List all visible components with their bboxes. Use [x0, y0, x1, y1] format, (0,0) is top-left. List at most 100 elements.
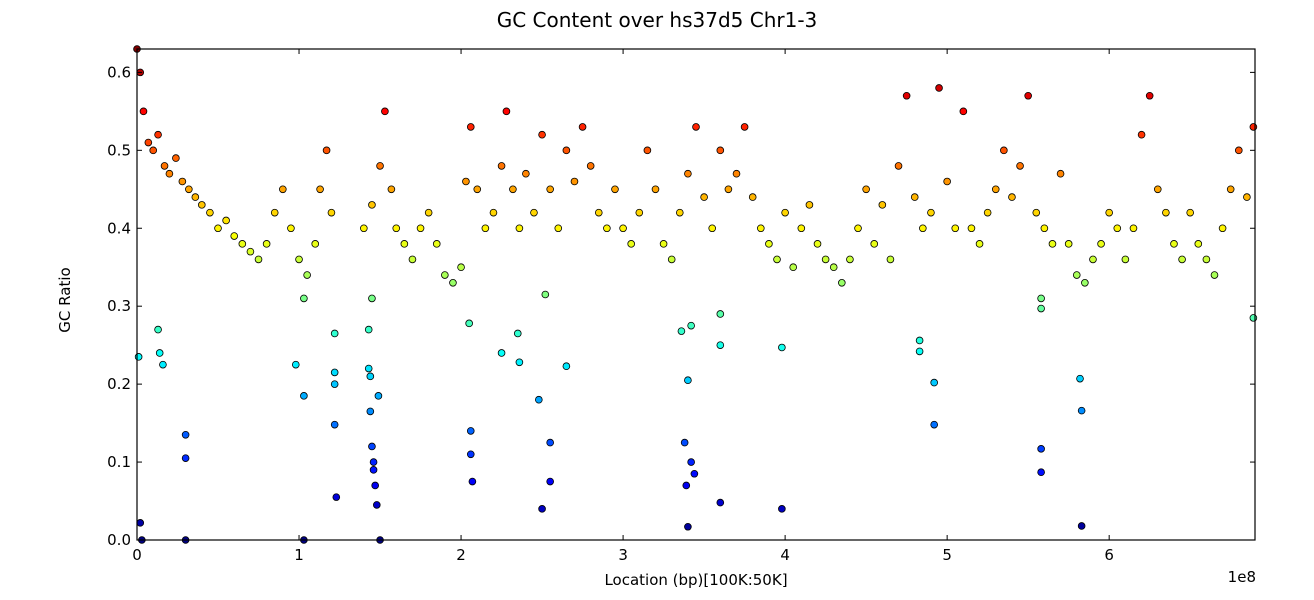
data-point: [748, 193, 757, 201]
data-point: [366, 372, 375, 381]
data-point: [230, 232, 239, 240]
data-point: [262, 240, 271, 248]
data-point: [910, 193, 919, 201]
data-point: [959, 107, 968, 116]
data-point: [813, 240, 822, 248]
data-point: [930, 420, 938, 429]
x-tick-label: 1: [294, 546, 304, 564]
data-point: [360, 224, 368, 233]
data-point: [619, 224, 627, 233]
data-point: [1105, 208, 1113, 217]
data-point: [1226, 185, 1235, 194]
data-point: [1077, 522, 1086, 530]
data-point: [468, 477, 477, 486]
x-tick-label: 6: [1104, 546, 1114, 564]
data-point: [1000, 146, 1008, 155]
data-point: [441, 271, 449, 279]
data-point: [659, 240, 668, 248]
data-point: [1037, 468, 1045, 476]
data-point: [535, 395, 543, 404]
data-point: [246, 247, 255, 256]
data-point: [846, 255, 854, 264]
data-point: [1234, 146, 1243, 155]
data-point: [489, 208, 498, 217]
data-point: [1243, 193, 1251, 201]
data-point: [366, 407, 375, 416]
data-point: [368, 442, 376, 451]
data-point: [692, 123, 700, 131]
y-tick-label: 0.5: [107, 141, 131, 159]
x-tick-label: 3: [618, 546, 628, 564]
data-point: [594, 208, 603, 217]
data-point: [862, 185, 870, 194]
data-point: [322, 146, 331, 155]
data-point: [991, 185, 1000, 194]
data-point: [757, 224, 765, 233]
data-point: [316, 185, 324, 194]
data-point: [300, 294, 308, 303]
data-point: [139, 107, 148, 116]
data-point: [254, 255, 263, 264]
data-point: [1037, 304, 1045, 313]
y-tick-label: 0.0: [107, 531, 131, 549]
data-point: [1077, 406, 1086, 415]
data-point: [562, 362, 571, 371]
data-point: [1121, 255, 1130, 264]
data-point: [424, 208, 433, 217]
data-point: [1064, 240, 1073, 248]
data-point: [740, 123, 749, 131]
data-point: [311, 240, 320, 248]
data-point: [651, 185, 660, 194]
y-tick-label: 0.6: [107, 63, 131, 81]
data-point: [178, 177, 187, 186]
data-point: [915, 347, 924, 356]
data-point: [371, 481, 379, 490]
chart-title: GC Content over hs37d5 Chr1-3: [497, 8, 818, 32]
data-point: [214, 224, 222, 233]
data-point: [716, 341, 725, 349]
data-point: [303, 271, 311, 279]
data-point: [330, 420, 339, 429]
data-point: [270, 208, 279, 217]
data-point: [191, 193, 200, 201]
data-point: [894, 162, 903, 170]
data-point: [134, 353, 143, 361]
data-point: [466, 123, 475, 131]
plot-frame: [136, 48, 1256, 541]
data-point: [778, 343, 786, 352]
data-point: [611, 185, 619, 194]
data-point: [160, 162, 169, 170]
data-point: [364, 325, 373, 334]
data-point: [369, 466, 378, 474]
data-point: [781, 208, 789, 217]
data-point: [172, 154, 180, 162]
data-point: [1072, 271, 1081, 279]
data-point: [327, 208, 336, 217]
data-point: [222, 216, 230, 225]
data-point: [481, 224, 490, 233]
data-point: [376, 162, 384, 170]
data-point: [330, 380, 339, 388]
data-point: [279, 185, 287, 194]
data-point: [943, 177, 951, 186]
data-point: [716, 310, 725, 318]
data-point: [149, 146, 158, 155]
data-point: [497, 349, 506, 357]
data-point: [457, 263, 465, 272]
data-point: [1202, 255, 1211, 264]
x-tick-label: 5: [942, 546, 952, 564]
data-point: [708, 224, 717, 233]
data-point: [400, 240, 409, 248]
data-point: [675, 208, 684, 217]
data-point: [680, 438, 689, 447]
data-point: [805, 201, 814, 209]
data-point: [854, 224, 862, 233]
data-point: [915, 336, 924, 345]
data-point: [515, 358, 524, 367]
data-point: [562, 146, 571, 155]
data-point: [287, 224, 295, 233]
data-point: [821, 255, 830, 264]
data-point: [667, 255, 676, 264]
data-point: [1178, 255, 1186, 264]
